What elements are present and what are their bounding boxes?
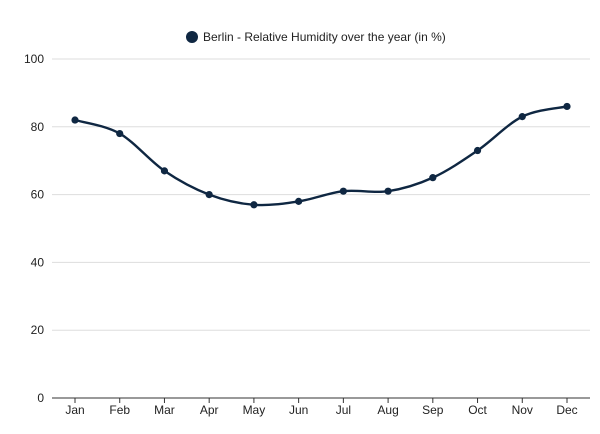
x-tick-label: Mar <box>154 403 175 417</box>
y-tick-label: 0 <box>37 391 44 405</box>
x-tick-label: Jun <box>289 403 308 417</box>
y-tick-label: 40 <box>31 255 45 269</box>
gridlines <box>52 58 590 331</box>
x-tick-label: Jul <box>336 403 351 417</box>
axes: 0 20 40 60 80 100 Jan Feb Mar Apr May Jun Jul Aug Sep O… <box>24 52 590 417</box>
series-berlin <box>73 105 569 207</box>
data-point-feb[interactable] <box>116 129 124 138</box>
x-tick-label: Apr <box>200 403 219 417</box>
x-tick-label: Nov <box>512 403 533 417</box>
y-tick-label: 100 <box>24 52 44 66</box>
data-point-jan[interactable] <box>71 116 79 124</box>
y-tick-label: 80 <box>31 120 45 134</box>
data-point-jun[interactable] <box>295 197 303 205</box>
data-point-jul[interactable] <box>339 187 347 195</box>
x-tick-label: Sep <box>422 403 444 417</box>
data-point-mar[interactable] <box>160 167 169 175</box>
data-point-dec[interactable] <box>563 102 571 111</box>
y-tick-label: 60 <box>31 188 45 202</box>
series-line <box>73 105 569 207</box>
data-point-nov[interactable] <box>518 113 526 121</box>
x-tick-label: Oct <box>468 403 487 417</box>
legend-marker <box>186 31 198 43</box>
x-tick-label: Aug <box>377 403 398 417</box>
y-tick-label: 20 <box>31 323 45 337</box>
data-point-apr[interactable] <box>205 191 213 199</box>
data-point-may[interactable] <box>250 201 258 209</box>
x-tick-label: Jan <box>65 403 84 417</box>
data-point-oct[interactable] <box>473 146 482 155</box>
data-point-sep[interactable] <box>429 174 437 182</box>
legend[interactable]: Berlin - Relative Humidity over the year… <box>186 30 446 44</box>
x-tick-label: Dec <box>556 403 577 417</box>
x-tick-label: Feb <box>109 403 130 417</box>
legend-label: Berlin - Relative Humidity over the year… <box>203 30 446 44</box>
data-point-aug[interactable] <box>384 187 392 195</box>
x-tick-label: May <box>243 403 266 417</box>
data-points <box>71 102 571 209</box>
